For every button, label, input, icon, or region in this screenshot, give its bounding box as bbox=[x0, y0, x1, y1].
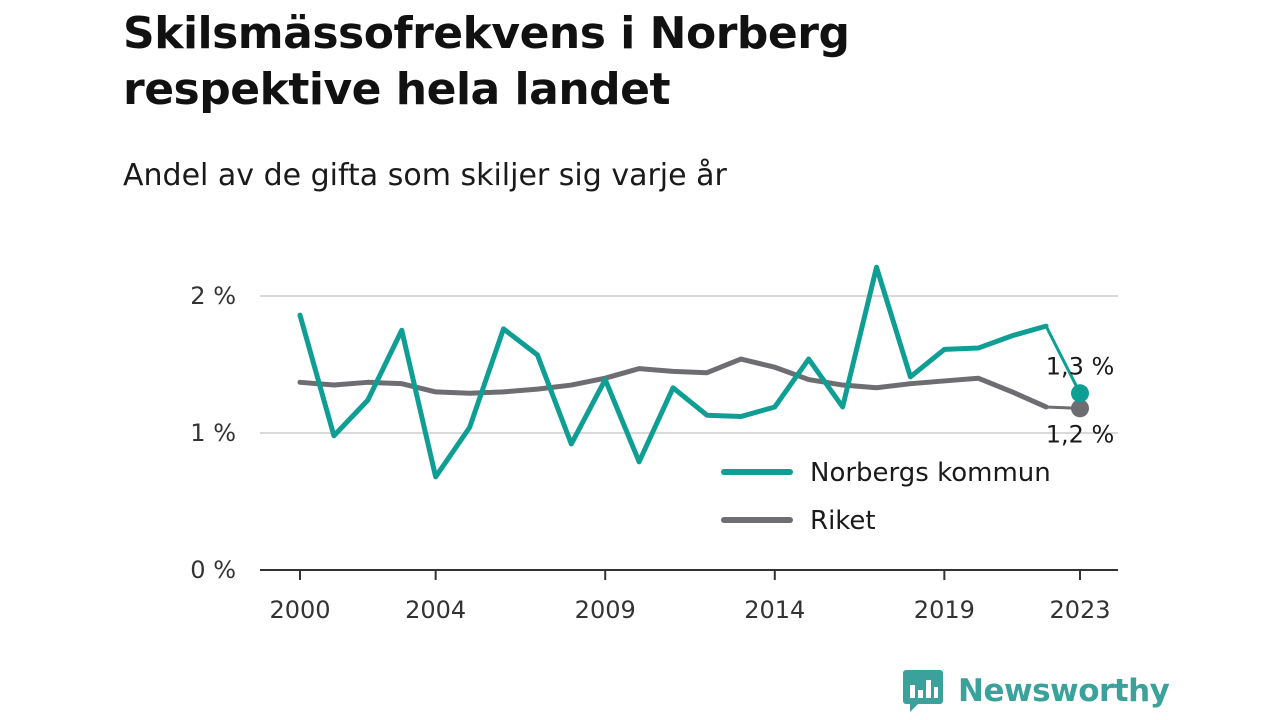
end-label-norberg: 1,3 % bbox=[1046, 352, 1115, 380]
series-end-segment bbox=[1044, 324, 1082, 395]
series-lines bbox=[297, 264, 1089, 480]
x-tick-label: 2014 bbox=[744, 596, 805, 624]
x-tick-label: 2019 bbox=[914, 596, 975, 624]
brand-name: Newsworthy bbox=[958, 673, 1170, 709]
series-end-point bbox=[1071, 384, 1089, 403]
newsworthy-logo: Newsworthy bbox=[902, 668, 1170, 714]
chart-title-line-2: respektive hela landet bbox=[123, 64, 671, 115]
x-axis: 2000 2004 2009 2014 2019 2023 bbox=[260, 569, 1118, 624]
series-line-riket bbox=[297, 356, 1049, 410]
legend-label: Riket bbox=[810, 506, 876, 536]
y-tick-label: 2 % bbox=[190, 282, 236, 310]
end-labels: 1,3 % 1,2 % bbox=[1046, 352, 1115, 448]
series-line-norberg bbox=[297, 264, 1049, 480]
end-label-riket: 1,2 % bbox=[1046, 420, 1115, 448]
y-tick-label: 1 % bbox=[190, 419, 236, 447]
newsworthy-bar-chart-icon bbox=[903, 670, 943, 712]
y-tick-label: 0 % bbox=[190, 556, 236, 584]
x-tick-label: 2009 bbox=[575, 596, 636, 624]
legend-label: Norbergs kommun bbox=[810, 458, 1051, 488]
x-tick-label: 2004 bbox=[405, 596, 466, 624]
chart-title-line-1: Skilsmässofrekvens i Norberg bbox=[123, 8, 850, 59]
series-end-point bbox=[1071, 399, 1089, 418]
legend: Norbergs kommun Riket bbox=[721, 458, 1051, 536]
chart-subtitle: Andel av de gifta som skiljer sig varje … bbox=[123, 158, 727, 193]
gridlines: 0 % 1 % 2 % bbox=[190, 282, 1118, 584]
x-tick-label: 2000 bbox=[269, 596, 330, 624]
chart-title: Skilsmässofrekvens i Norberg respektive … bbox=[123, 6, 850, 118]
x-tick-label: 2023 bbox=[1049, 596, 1110, 624]
